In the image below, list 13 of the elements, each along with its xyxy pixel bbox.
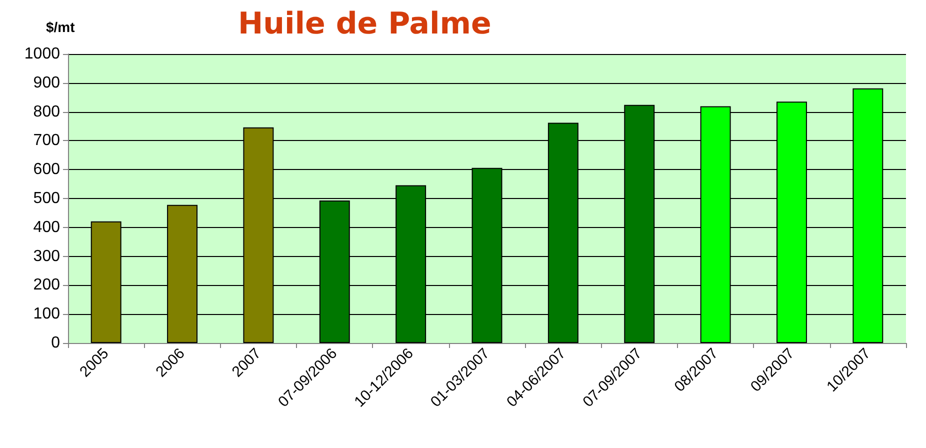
y-tick-label: 900 [33, 74, 60, 92]
y-tick-label: 800 [33, 103, 60, 120]
y-tick-label: 100 [33, 306, 60, 323]
y-tick-label: 300 [33, 248, 60, 265]
y-axis-title: $/mt [46, 19, 76, 35]
chart-title: Huile de Palme [238, 6, 492, 42]
y-tick-label: 200 [33, 276, 60, 294]
y-tick-label: 500 [33, 190, 60, 207]
y-tick-label: 1000 [24, 46, 60, 62]
y-tick-label: 400 [33, 218, 60, 236]
y-tick-label: 700 [33, 132, 60, 150]
y-tick-label: 600 [33, 161, 60, 178]
y-tick-label: 0 [51, 334, 60, 352]
